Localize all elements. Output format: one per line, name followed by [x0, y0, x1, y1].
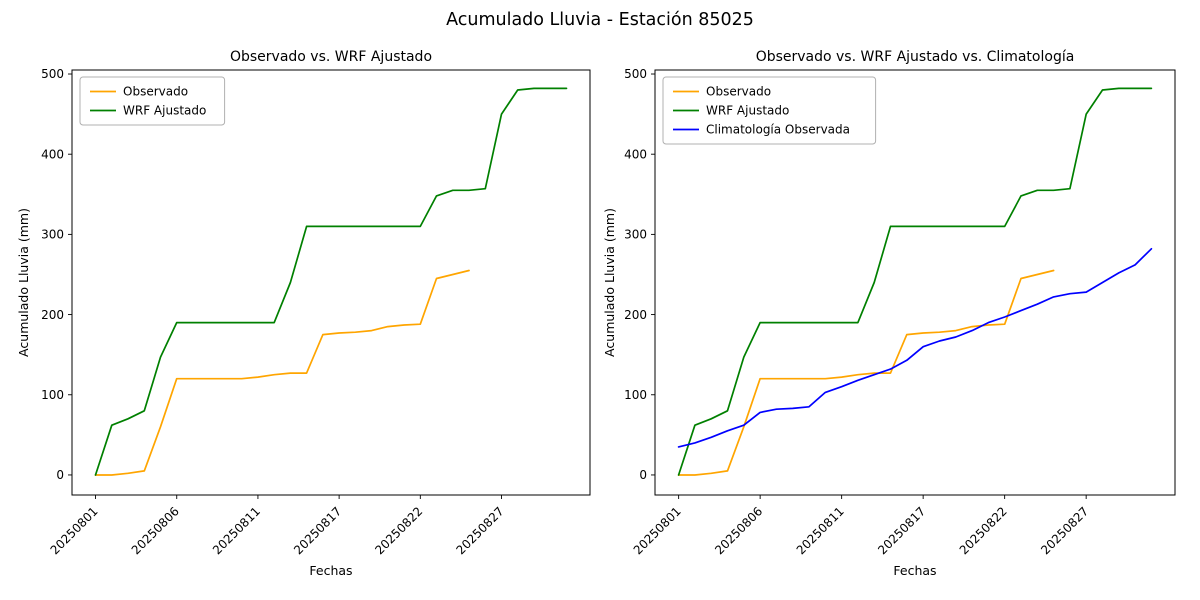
x-tick-label: 20250801: [48, 504, 101, 557]
legend-label-wrf-ajustado: WRF Ajustado: [123, 104, 206, 118]
y-axis-label: Acumulado Lluvia (mm): [602, 208, 617, 357]
subplot-title: Observado vs. WRF Ajustado vs. Climatolo…: [756, 49, 1075, 65]
legend-label-climatologia-observada: Climatología Observada: [706, 123, 850, 137]
legend-box: [79, 76, 226, 126]
right-subplot: 0 100 200 300 400 500 20250801 20250806 20250811…: [600, 44, 1200, 600]
axes-background: [72, 70, 590, 495]
y-tick-label: 300: [41, 228, 64, 242]
line-observado: [94, 269, 470, 476]
plots-container: 0 100 200 300 400 500 20250801 20250806 20250811…: [0, 44, 1200, 600]
x-tick-label: 20250801: [631, 504, 684, 557]
y-tick-label: 400: [41, 147, 64, 161]
legend-label-wrf-ajustado: WRF Ajustado: [706, 104, 789, 118]
axes-frame: [654, 69, 1176, 496]
line-wrf-ajustado: [94, 87, 568, 476]
x-tick-label: 20250827: [1038, 504, 1091, 557]
y-tick-label: 500: [624, 67, 647, 81]
legend-box: [662, 76, 877, 145]
x-tick-label: 20250822: [372, 504, 425, 557]
x-axis-label: Fechas: [309, 563, 352, 578]
line-climatologia-observada: [677, 247, 1153, 448]
y-tick-label: 200: [41, 308, 64, 322]
x-tick-label: 20250811: [210, 504, 263, 557]
legend-label-observado: Observado: [706, 85, 771, 99]
y-tick-label: 400: [624, 147, 647, 161]
axes-frame: [71, 69, 591, 496]
x-tick-label: 20250822: [957, 504, 1010, 557]
x-tick-label: 20250817: [291, 504, 344, 557]
line-observado: [677, 269, 1055, 476]
y-tick-label: 500: [41, 67, 64, 81]
subplot-svg-0: 0 100 200 300 400 500 20250801 20250806 20250811…: [16, 49, 591, 578]
x-tick-label: 20250806: [712, 504, 765, 557]
y-tick-label: 200: [624, 308, 647, 322]
y-tick-label: 300: [624, 228, 647, 242]
x-tick-label: 20250806: [129, 504, 182, 557]
x-tick-label: 20250827: [454, 504, 507, 557]
legend-label-observado: Observado: [123, 85, 188, 99]
y-tick-label: 0: [56, 468, 64, 482]
y-tick-label: 100: [624, 388, 647, 402]
y-axis-label: Acumulado Lluvia (mm): [16, 208, 31, 357]
left-subplot: 0 100 200 300 400 500 20250801 20250806 20250811…: [0, 44, 600, 600]
x-tick-label: 20250811: [794, 504, 847, 557]
y-tick-label: 100: [41, 388, 64, 402]
x-axis-label: Fechas: [893, 563, 936, 578]
y-tick-label: 0: [639, 468, 647, 482]
x-tick-label: 20250817: [875, 504, 928, 557]
subplot-svg-1: 0 100 200 300 400 500 20250801 20250806 20250811…: [602, 49, 1176, 578]
subplot-title: Observado vs. WRF Ajustado: [230, 49, 432, 65]
figure-title: Acumulado Lluvia - Estación 85025: [446, 10, 754, 30]
line-wrf-ajustado: [677, 87, 1153, 476]
